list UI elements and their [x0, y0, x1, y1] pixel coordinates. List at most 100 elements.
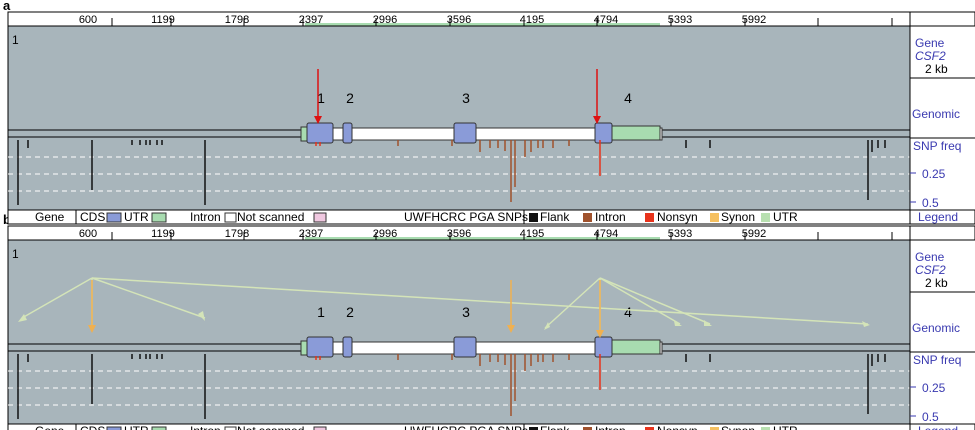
side-freq-025: 0.25	[922, 381, 946, 395]
legend-intron-snp: Intron	[595, 424, 626, 430]
legend-intron-swatch	[224, 212, 237, 223]
legend-utr: UTR	[124, 424, 149, 430]
ruler-label: 3596	[447, 14, 471, 26]
highlight-arrow-head	[314, 116, 322, 124]
ruler-label: 5393	[668, 14, 692, 26]
utr-5prime	[300, 340, 308, 356]
side-snp-freq: SNP freq	[913, 353, 961, 367]
linkage-arrow-head	[674, 321, 682, 326]
track-number: 1	[12, 247, 19, 261]
ruler-label: 1798	[225, 228, 249, 240]
legend-utr-snp: UTR	[773, 424, 798, 430]
side-gene-header: Gene	[915, 250, 945, 264]
legend-synon-swatch	[710, 213, 719, 222]
legend-flank: Flank	[540, 210, 570, 224]
side-freq-05: 0.5	[922, 196, 939, 210]
legend-utr-snp-swatch	[761, 213, 770, 222]
legend-row	[7, 209, 975, 225]
ruler-label: 4195	[520, 14, 544, 26]
legend-snps-title: UWFHCRC PGA SNPs	[404, 210, 528, 224]
tag-arrow-head	[88, 325, 96, 333]
linkage-arrow-head	[18, 314, 27, 322]
linkage-arrow-head	[198, 311, 205, 321]
side-legend: Legend	[918, 424, 958, 430]
track-area	[7, 239, 911, 425]
legend-utr-swatch	[151, 426, 167, 430]
legend-not-scanned-swatch	[313, 426, 327, 430]
scanned-region-bar	[305, 23, 660, 26]
side-gene-name: CSF2	[915, 263, 946, 277]
ruler-label: 600	[79, 14, 97, 26]
linkage-line	[91, 277, 206, 319]
legend-synon: Synon	[721, 210, 755, 224]
legend-intron-snp-swatch	[583, 213, 592, 222]
ruler-label: 4195	[520, 228, 544, 240]
side-genomic: Genomic	[912, 321, 960, 335]
side-genomic: Genomic	[912, 107, 960, 121]
ruler-label: 5992	[742, 228, 766, 240]
linkage-line	[599, 277, 681, 325]
ruler-label: 2996	[373, 228, 397, 240]
exon-2	[342, 336, 353, 358]
legend-intron: Intron	[190, 424, 221, 430]
side-legend: Legend	[918, 210, 958, 224]
legend-not-scanned-swatch	[313, 212, 327, 223]
panel-a: 600 1199 1798 2397 2996 3596 4195 4794 5393 5992 1…	[7, 11, 975, 225]
legend-flank-swatch	[529, 427, 538, 430]
linkage-line	[21, 277, 93, 319]
legend-utr: UTR	[124, 210, 149, 224]
tag-arrow-head	[596, 330, 604, 338]
legend-snps-title: UWFHCRC PGA SNPs	[404, 424, 528, 430]
track-number: 1	[12, 33, 19, 47]
legend-utr-snp: UTR	[773, 210, 798, 224]
ruler-label: 1798	[225, 14, 249, 26]
linkage-line	[91, 277, 869, 325]
scanned-region-bar	[305, 237, 660, 240]
ruler-label: 4794	[594, 14, 618, 26]
side-freq-025: 0.25	[922, 167, 946, 181]
utr-3prime	[611, 125, 661, 141]
legend-synon-swatch	[710, 427, 719, 430]
legend-cds: CDS	[80, 424, 105, 430]
legend-intron: Intron	[190, 210, 221, 224]
exon-number: 4	[624, 90, 632, 106]
legend-utr-swatch	[151, 212, 167, 223]
exon-3	[453, 336, 477, 358]
exon-number: 3	[462, 90, 470, 106]
legend-cds: CDS	[80, 210, 105, 224]
ruler-label: 1199	[151, 14, 175, 26]
exon-number: 2	[346, 90, 354, 106]
legend-not-scanned: Not scanned	[237, 424, 304, 430]
side-scale: 2 kb	[925, 276, 948, 290]
legend-cds-swatch	[106, 212, 122, 223]
panel-a-label: a	[3, 0, 11, 13]
exon-1	[306, 336, 334, 358]
ruler-label: 1199	[151, 228, 175, 240]
ruler-label: 2996	[373, 14, 397, 26]
exon-2	[342, 122, 353, 144]
ruler-label: 5992	[742, 14, 766, 26]
legend-not-scanned: Not scanned	[237, 210, 304, 224]
ruler-label: 3596	[447, 228, 471, 240]
side-scale: 2 kb	[925, 62, 948, 76]
linkage-line	[544, 277, 601, 329]
exon-number: 2	[346, 304, 354, 320]
legend-nonsyn: Nonsyn	[657, 424, 698, 430]
legend-utr-snp-swatch	[761, 427, 770, 430]
utr-3prime	[611, 339, 661, 355]
legend-nonsyn-swatch	[645, 213, 654, 222]
legend-synon: Synon	[721, 424, 755, 430]
linkage-arrow-head	[862, 321, 870, 327]
legend-cds-swatch	[106, 426, 122, 430]
legend-gene: Gene	[35, 210, 65, 224]
legend-intron-swatch	[224, 426, 237, 430]
ruler-label: 4794	[594, 228, 618, 240]
legend-row	[7, 423, 975, 430]
linkage-arrow-head	[544, 322, 550, 330]
legend-nonsyn-swatch	[645, 427, 654, 430]
highlight-arrow-head	[593, 116, 601, 124]
legend-gene: Gene	[35, 424, 65, 430]
tag-arrow-head	[507, 325, 515, 333]
legend-intron-snp-swatch	[583, 427, 592, 430]
